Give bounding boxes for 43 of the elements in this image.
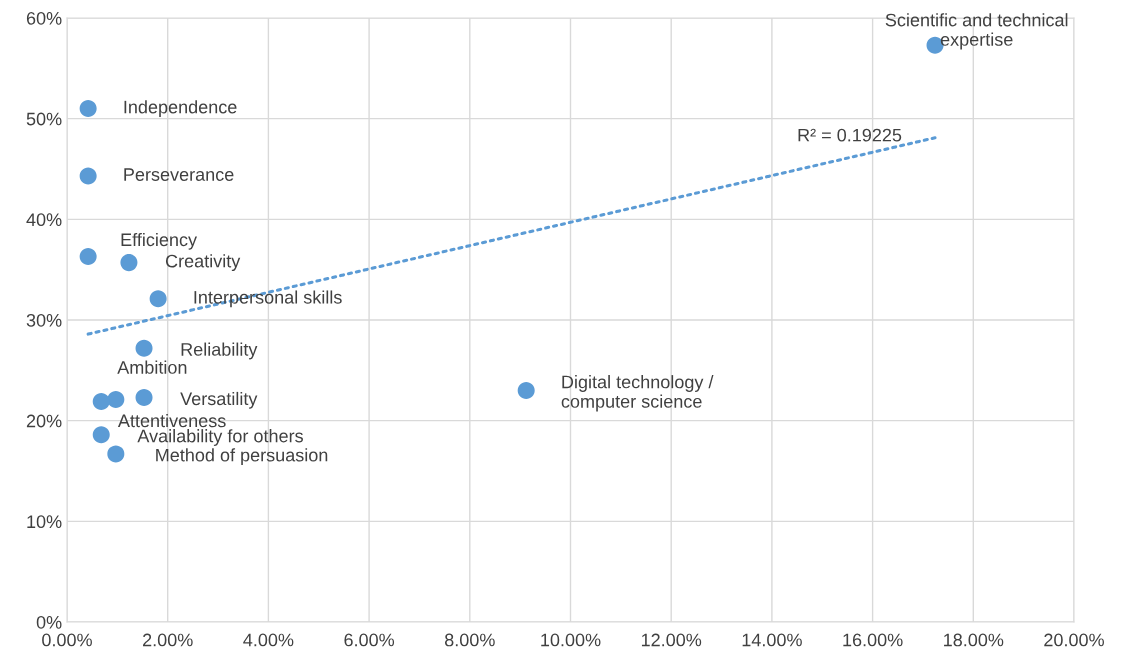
x-tick-label: 20.00% xyxy=(1044,633,1104,647)
y-tick-label: 10% xyxy=(27,515,62,529)
point xyxy=(149,290,167,308)
x-tick-label: 8.00% xyxy=(444,633,495,647)
point xyxy=(107,391,125,409)
x-tick-label: 16.00% xyxy=(843,633,903,647)
x-tick-label: 14.00% xyxy=(742,633,802,647)
annotation: Reliability xyxy=(181,342,258,360)
point xyxy=(517,381,535,399)
x-tick-label: 10.00% xyxy=(541,633,601,647)
annotation: Digital technology / computer science xyxy=(561,375,714,412)
x-tick-label: 0.00% xyxy=(42,633,92,647)
annotation: Efficiency xyxy=(121,232,198,250)
y-tick-label: 50% xyxy=(26,112,62,126)
annotation: Method of persuasion xyxy=(156,448,328,466)
point xyxy=(120,254,138,272)
point xyxy=(79,100,97,118)
y-tick-label: 0% xyxy=(36,615,62,629)
annotation: R² = 0.19225 xyxy=(798,128,902,142)
y-tick-label: 20% xyxy=(26,414,62,428)
point xyxy=(79,167,97,185)
x-tick-label: 12.00% xyxy=(641,633,702,647)
annotation: Creativity xyxy=(165,254,241,272)
x-tick-label: 6.00% xyxy=(344,633,395,647)
annotation: Availability for others xyxy=(137,429,303,446)
annotation: Independence xyxy=(124,100,237,118)
annotation: Scientific and technical expertise xyxy=(885,13,1068,50)
annotation: Versatility xyxy=(180,391,258,409)
y-tick-label: 40% xyxy=(26,213,62,227)
x-tick-label: 18.00% xyxy=(944,633,1004,647)
x-tick-label: 2.00% xyxy=(143,633,193,647)
x-tick-label: 4.00% xyxy=(243,633,294,647)
point xyxy=(92,426,110,444)
annotation: Ambition xyxy=(117,360,187,374)
point xyxy=(92,393,110,411)
point xyxy=(135,339,153,357)
point xyxy=(79,248,97,266)
annotation: Attentiveness xyxy=(117,413,226,428)
annotation: Perseverance xyxy=(124,168,234,181)
y-tick-label: 60% xyxy=(26,11,62,25)
point xyxy=(107,445,125,463)
y-tick-label: 30% xyxy=(26,313,62,327)
point xyxy=(135,389,153,407)
